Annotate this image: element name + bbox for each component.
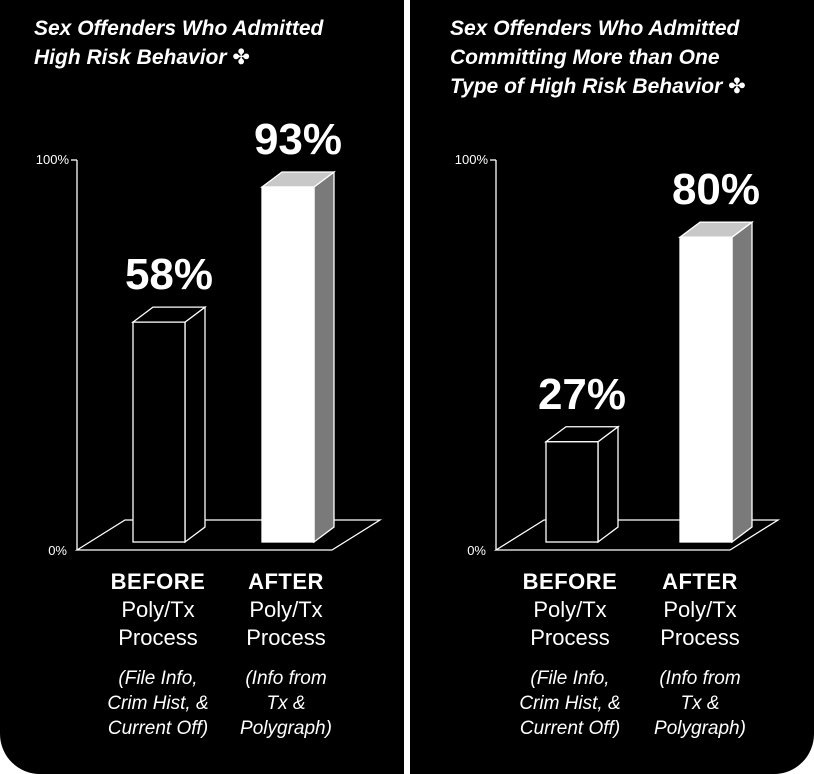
bar-side-face xyxy=(184,305,206,544)
category-label-before: BEFORE Poly/Tx Process (File Info, Crim … xyxy=(88,568,228,741)
category-label-line: Process xyxy=(246,625,326,650)
category-label-top: BEFORE xyxy=(110,569,206,594)
chart-panel-left: Sex Offenders Who Admitted High Risk Beh… xyxy=(0,0,404,774)
chart-floor xyxy=(493,519,781,551)
category-note: (File Info, Crim Hist, & Current Off) xyxy=(107,668,209,739)
y-tick-label: 0% xyxy=(467,543,486,558)
bar-front-face xyxy=(132,321,186,543)
chart-title: Sex Offenders Who Admitted High Risk Beh… xyxy=(34,17,324,69)
category-label-line: Process xyxy=(660,625,740,650)
data-label: 58% xyxy=(125,250,213,299)
bar-before xyxy=(544,425,620,544)
y-tick-label: 100% xyxy=(36,152,70,167)
category-note: (Info from Tx & Polygraph) xyxy=(240,668,332,739)
bar-after xyxy=(678,220,754,544)
bar-front-face xyxy=(261,186,315,543)
category-label-after: AFTER Poly/Tx Process (Info from Tx & Po… xyxy=(630,568,770,741)
bar-chart-svg: 0% 100% 27% 80% xyxy=(455,152,781,558)
category-label-top: AFTER xyxy=(662,569,738,594)
category-label-before: BEFORE Poly/Tx Process (File Info, Crim … xyxy=(500,568,640,741)
bar-side-face xyxy=(313,170,335,544)
chart-title: Sex Offenders Who Admitted Committing Mo… xyxy=(450,17,746,98)
y-tick-label: 0% xyxy=(48,543,67,558)
category-label-line: Poly/Tx xyxy=(121,597,195,622)
category-label-line: Poly/Tx xyxy=(249,597,323,622)
y-tick-label: 100% xyxy=(455,152,489,167)
category-label-line: Poly/Tx xyxy=(663,597,737,622)
data-label: 93% xyxy=(254,115,342,164)
category-label-line: Process xyxy=(118,625,198,650)
category-label-line: Process xyxy=(530,625,610,650)
bar-side-face xyxy=(597,425,619,544)
chart-panel-right: Sex Offenders Who Admitted Committing Mo… xyxy=(410,0,814,774)
category-note: (File Info, Crim Hist, & Current Off) xyxy=(519,668,621,739)
chart-floor xyxy=(74,519,383,551)
category-label-line: Poly/Tx xyxy=(533,597,607,622)
category-label-after: AFTER Poly/Tx Process (Info from Tx & Po… xyxy=(216,568,356,741)
bar-side-face xyxy=(731,220,753,544)
data-label: 80% xyxy=(672,165,760,214)
bar-front-face xyxy=(679,236,733,543)
category-label-top: BEFORE xyxy=(522,569,618,594)
bar-chart-svg: 0% 100% 58% 93% xyxy=(36,115,383,558)
data-label: 27% xyxy=(538,370,626,419)
bar-before xyxy=(131,305,207,544)
bar-after xyxy=(260,170,336,544)
category-label-top: AFTER xyxy=(248,569,324,594)
category-note: (Info from Tx & Polygraph) xyxy=(654,668,746,739)
bar-front-face xyxy=(545,441,599,543)
